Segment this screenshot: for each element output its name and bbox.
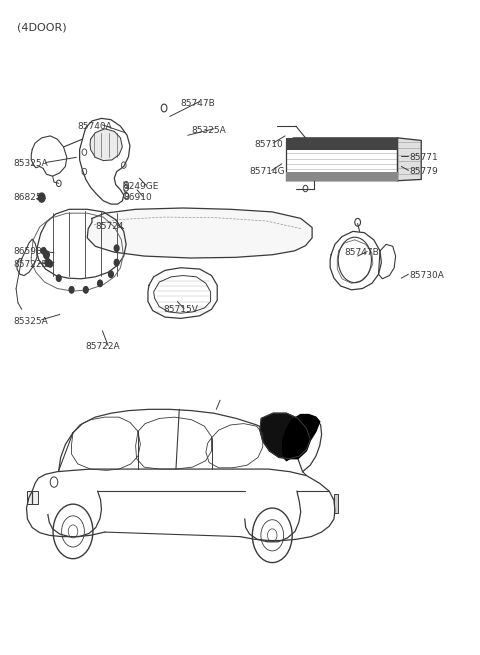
Text: 85724: 85724 <box>96 221 124 231</box>
Bar <box>334 495 338 513</box>
Circle shape <box>114 259 119 266</box>
Circle shape <box>45 259 51 267</box>
Circle shape <box>97 280 102 287</box>
Text: 85771: 85771 <box>410 153 439 162</box>
Text: 86910: 86910 <box>124 193 153 202</box>
Text: (4DOOR): (4DOOR) <box>17 22 67 33</box>
Circle shape <box>44 251 49 259</box>
Text: 86590: 86590 <box>13 247 42 256</box>
Bar <box>287 138 397 149</box>
Text: 85710: 85710 <box>254 140 283 149</box>
Polygon shape <box>260 413 310 458</box>
Circle shape <box>56 275 61 282</box>
Bar <box>27 491 38 504</box>
Circle shape <box>41 248 46 254</box>
Polygon shape <box>90 129 122 160</box>
Text: 86825: 86825 <box>13 193 42 202</box>
Circle shape <box>38 193 45 202</box>
Text: 85747B: 85747B <box>180 99 216 108</box>
Text: 85325A: 85325A <box>192 126 227 134</box>
Text: 85325A: 85325A <box>13 159 48 168</box>
Polygon shape <box>87 208 312 258</box>
Text: 85730A: 85730A <box>410 271 445 280</box>
Circle shape <box>114 245 119 252</box>
Text: 1249GE: 1249GE <box>124 182 159 191</box>
Circle shape <box>84 287 88 293</box>
Bar <box>287 172 397 181</box>
Text: 85779: 85779 <box>410 167 439 176</box>
Circle shape <box>69 287 74 293</box>
Text: 85722B: 85722B <box>13 260 48 269</box>
Circle shape <box>48 261 53 267</box>
Text: 85715V: 85715V <box>163 305 198 314</box>
Text: 85325A: 85325A <box>13 316 48 326</box>
Polygon shape <box>397 138 421 181</box>
Circle shape <box>108 271 113 278</box>
Text: 85740A: 85740A <box>78 122 112 130</box>
Polygon shape <box>283 415 320 460</box>
Text: 85747B: 85747B <box>344 248 379 257</box>
Text: 85714G: 85714G <box>250 167 285 176</box>
Text: 85722A: 85722A <box>86 343 120 352</box>
